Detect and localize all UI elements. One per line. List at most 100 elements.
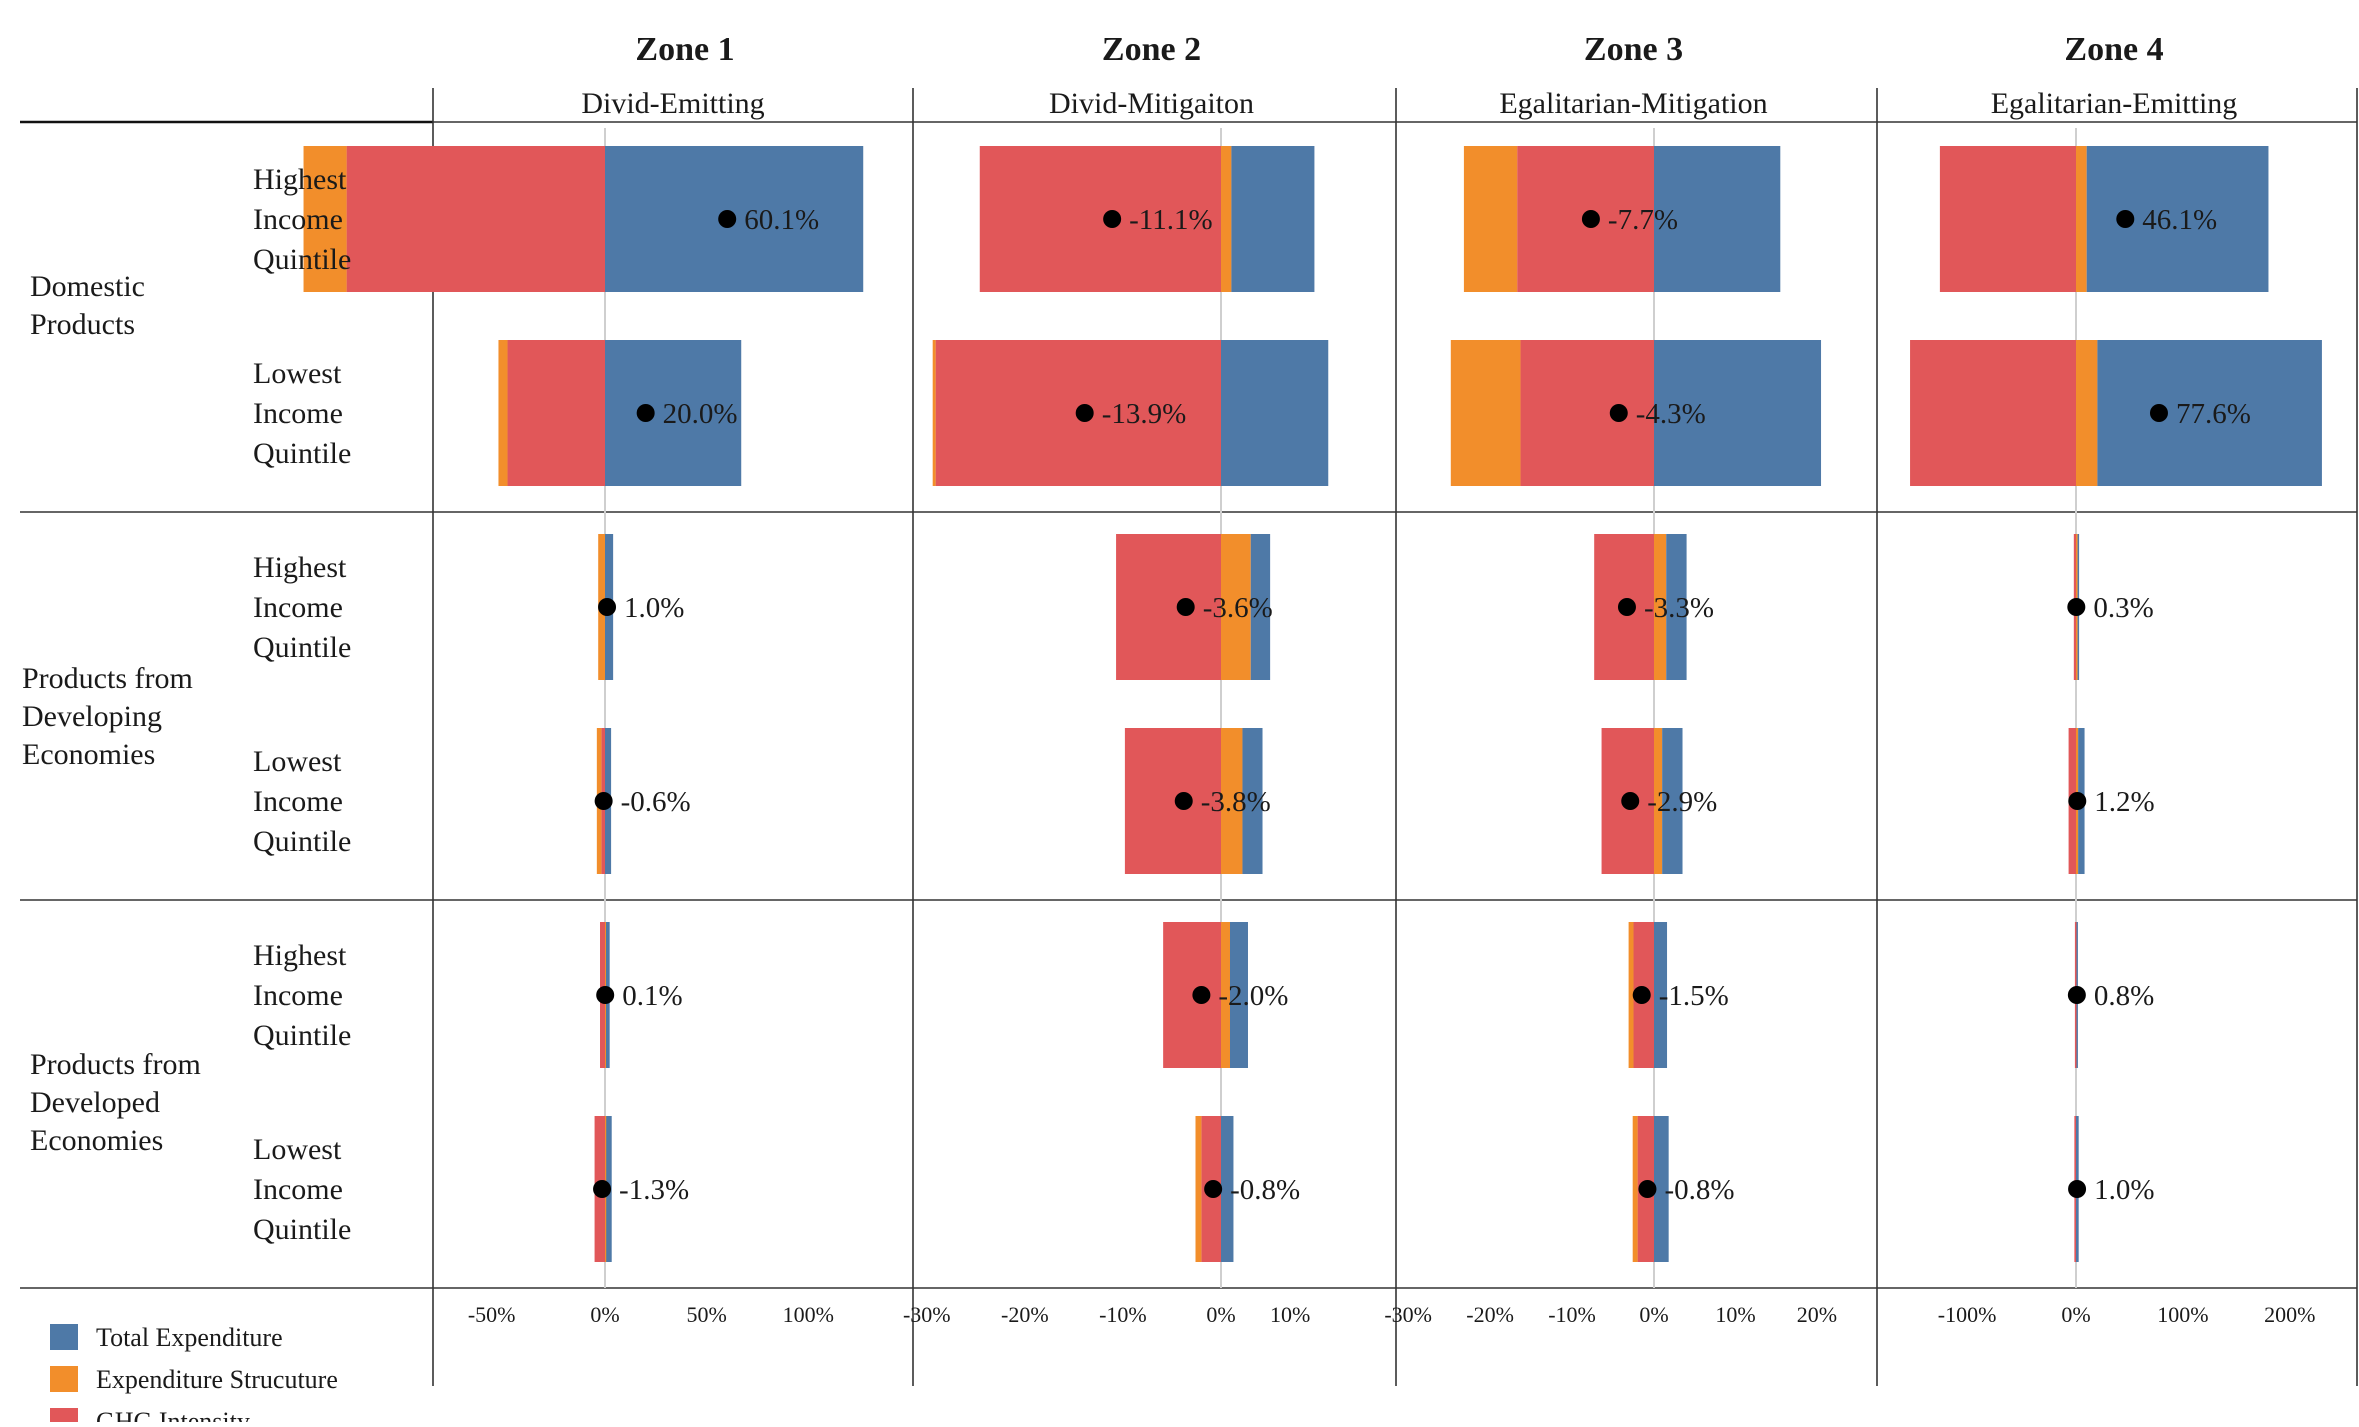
bar-ghg: [1910, 340, 2076, 486]
zone-title: Zone 3: [1584, 31, 1683, 68]
net-value-label: -3.3%: [1644, 592, 1714, 624]
grid-lines: [20, 88, 2358, 1386]
legend-swatch-structure: [50, 1366, 78, 1392]
legend-label: Expenditure Strucuture: [96, 1365, 338, 1394]
bar-structure: [1221, 146, 1232, 292]
legend-swatch-total: [50, 1324, 78, 1350]
net-value-label: 1.0%: [624, 592, 684, 624]
bar-ghg: [507, 340, 605, 486]
x-tick-label: 50%: [687, 1302, 727, 1327]
bar-structure: [2076, 146, 2087, 292]
quintile-label: Highest: [253, 163, 347, 196]
quintile-label: Quintile: [253, 1213, 351, 1246]
bar-total: [1666, 534, 1687, 680]
net-dot: [1103, 210, 1122, 228]
net-dot: [596, 986, 615, 1004]
bar-ghg: [1124, 728, 1221, 874]
bar-structure: [932, 340, 936, 486]
zone-title: Zone 1: [635, 31, 734, 68]
quintile-label: Income: [253, 1173, 343, 1206]
net-value-label: 0.8%: [2094, 980, 2154, 1012]
net-value-label: 77.6%: [2176, 398, 2251, 430]
bar-structure: [1654, 728, 1663, 874]
net-value-label: 0.3%: [2093, 592, 2153, 624]
bar-structure: [1221, 728, 1243, 874]
bar-structure: [1221, 922, 1230, 1068]
x-tick-label: -30%: [1384, 1302, 1432, 1327]
bar-total: [1654, 146, 1781, 292]
quintile-label: Quintile: [253, 1019, 351, 1052]
net-value-label: 20.0%: [663, 398, 738, 430]
zone-subtitle: Divid-Mitigaiton: [1049, 87, 1254, 120]
net-value-label: -13.9%: [1102, 398, 1187, 430]
net-value-label: -1.5%: [1659, 980, 1729, 1012]
x-tick-label: 100%: [783, 1302, 834, 1327]
net-dot: [2116, 210, 2135, 228]
net-value-label: -0.8%: [1230, 1174, 1300, 1206]
x-tick-label: 0%: [2061, 1302, 2090, 1327]
bar-total: [1662, 728, 1683, 874]
net-dot: [1638, 1180, 1657, 1198]
bar-total: [605, 340, 742, 486]
x-tick-label: -20%: [1001, 1302, 1049, 1327]
net-dot: [2067, 986, 2086, 1004]
bar-total: [1231, 146, 1315, 292]
x-tick-label: -50%: [468, 1302, 516, 1327]
bar-total: [1654, 1116, 1669, 1262]
zone-title: Zone 4: [2064, 31, 2163, 68]
net-dot: [598, 598, 617, 616]
net-dot: [1609, 404, 1628, 422]
group-label: Economies: [30, 1124, 163, 1157]
net-value-label: -3.8%: [1201, 786, 1271, 818]
bar-structure: [1654, 534, 1667, 680]
bar-structure: [498, 340, 508, 486]
group-label: Products from: [30, 1048, 201, 1081]
bar-ghg: [1520, 340, 1654, 486]
quintile-label: Quintile: [253, 243, 351, 276]
bar-structure: [303, 146, 347, 292]
net-dot: [1174, 792, 1193, 810]
group-label: Developing: [22, 700, 162, 733]
bar-total: [1221, 340, 1329, 486]
net-dot: [593, 1180, 612, 1198]
net-dot: [1192, 986, 1211, 1004]
net-dot: [636, 404, 655, 422]
bar-ghg: [346, 146, 605, 292]
bar-total: [1221, 1116, 1234, 1262]
quintile-label: Income: [253, 591, 343, 624]
bar-structure: [1450, 340, 1521, 486]
bar-total: [1242, 728, 1263, 874]
quintile-label: Income: [253, 203, 343, 236]
net-value-label: 1.0%: [2094, 1174, 2154, 1206]
x-tick-label: 100%: [2157, 1302, 2208, 1327]
bar-total: [2097, 340, 2322, 486]
net-value-label: -2.0%: [1218, 980, 1288, 1012]
zone-title: Zone 2: [1102, 31, 1201, 68]
zero-lines: [604, 128, 2077, 1288]
group-label: Developed: [30, 1086, 160, 1119]
bar-structure: [2076, 340, 2098, 486]
net-value-label: -7.7%: [1608, 204, 1678, 236]
quintile-label: Quintile: [253, 631, 351, 664]
net-value-label: -4.3%: [1636, 398, 1706, 430]
bar-ghg: [1163, 922, 1221, 1068]
net-dot: [1581, 210, 1600, 228]
net-value-label: 1.2%: [2094, 786, 2154, 818]
net-value-label: 46.1%: [2142, 204, 2217, 236]
bar-structure: [1195, 1116, 1202, 1262]
group-label: Economies: [22, 738, 155, 771]
bar-ghg: [1116, 534, 1221, 680]
quintile-label: Quintile: [253, 825, 351, 858]
quintile-label: Lowest: [253, 745, 342, 778]
bar-structure: [1632, 1116, 1638, 1262]
group-label: Products: [30, 308, 135, 341]
net-value-label: 0.1%: [622, 980, 682, 1012]
net-value-label: 60.1%: [744, 204, 819, 236]
net-value-label: -2.9%: [1647, 786, 1717, 818]
x-tick-label: 10%: [1270, 1302, 1310, 1327]
legend-swatch-ghg: [50, 1408, 78, 1427]
quintile-label: Highest: [253, 939, 347, 972]
quintile-label: Highest: [253, 551, 347, 584]
net-value-label: -11.1%: [1129, 204, 1213, 236]
net-dot: [1204, 1180, 1223, 1198]
